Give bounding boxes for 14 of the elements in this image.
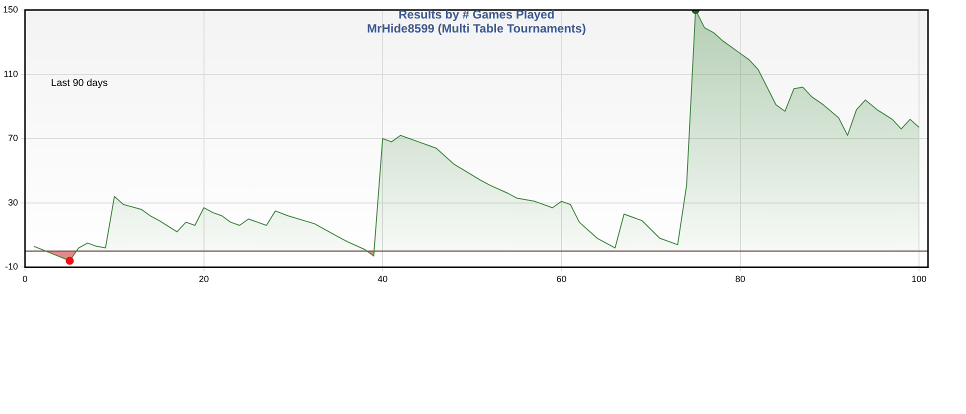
x-tick-label: 80 bbox=[735, 274, 746, 284]
text: MrHide8599 (Multi Table Tournaments) bbox=[367, 21, 586, 36]
x-tick-label: 20 bbox=[198, 274, 209, 284]
x-tick-label: 60 bbox=[556, 274, 566, 284]
annotation: Last 90 days bbox=[51, 78, 108, 89]
chart-title: Results by # Games Played bbox=[398, 7, 555, 22]
x-tick-label: 40 bbox=[378, 274, 388, 284]
y-tick-label: 110 bbox=[4, 68, 18, 79]
y-tick-label: 150 bbox=[2, 4, 18, 14]
y-tick-label: 70 bbox=[8, 133, 18, 144]
x-tick-label: 100 bbox=[912, 274, 927, 284]
y-tick-label: -10 bbox=[5, 262, 18, 272]
y-tick-label: 30 bbox=[8, 197, 18, 208]
x-tick-label: 0 bbox=[22, 274, 28, 284]
